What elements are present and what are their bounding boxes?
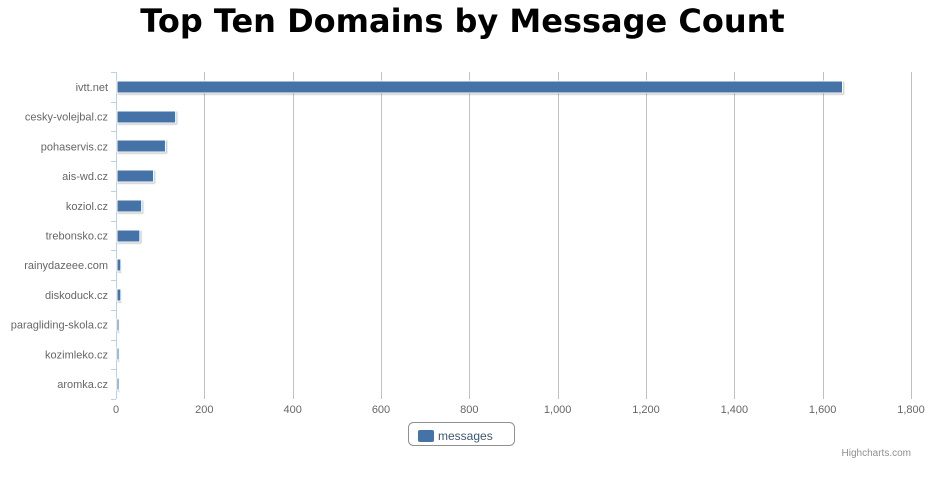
credits-link[interactable]: Highcharts.com [842,448,911,459]
category-axis: ivtt.net cesky-volejbal.cz pohaservis.cz ai… [11,72,117,400]
value-axis: 0 200 400 600 800 1,000 1,200 1,400 1,600 1,800 [113,404,925,416]
category-label: rainydazeee.com [24,260,108,272]
chart-title: Top Ten Domains by Message Count [140,2,785,40]
category-label: ivtt.net [76,82,108,94]
bar-cesky-volejbal.cz[interactable] [116,110,177,124]
bar-ivtt.net[interactable] [116,80,844,94]
value-tick-label: 1,400 [721,404,749,416]
bar-paragliding-skola.cz[interactable] [116,318,120,332]
legend-label-messages[interactable]: messages [438,429,493,443]
value-tick-label: 0 [113,404,119,416]
category-label: trebonsko.cz [46,231,108,243]
category-label: pohaservis.cz [41,141,108,153]
category-label: koziol.cz [66,201,108,213]
legend[interactable]: messages [408,422,515,446]
category-label: aromka.cz [57,379,108,391]
category-label: diskoduck.cz [45,290,108,302]
bar-series [116,80,844,391]
bar-diskoduck.cz[interactable] [116,288,122,302]
value-tick-label: 400 [283,404,301,416]
value-tick-label: 1,800 [897,404,925,416]
category-label: paragliding-skola.cz [11,320,108,332]
bar-trebonsko.cz[interactable] [116,229,141,243]
bar-rainydazeee.com[interactable] [116,258,122,272]
bar-koziol.cz[interactable] [116,199,143,213]
value-tick-label: 600 [372,404,390,416]
category-label: cesky-volejbal.cz [25,112,108,124]
legend-swatch-messages [418,430,434,442]
value-tick-label: 200 [195,404,213,416]
value-tick-label: 1,200 [632,404,660,416]
value-tick-label: 1,600 [809,404,837,416]
value-tick-label: 1,000 [544,404,572,416]
category-label: kozimleko.cz [45,349,108,361]
bar-kozimleko.cz[interactable] [116,347,120,361]
bar-ais-wd.cz[interactable] [116,169,155,183]
category-label: ais-wd.cz [62,171,108,183]
gridlines [204,72,912,399]
bar-aromka.cz[interactable] [116,377,120,391]
value-tick-label: 800 [460,404,478,416]
bar-pohaservis.cz[interactable] [116,139,166,153]
legend-box [408,422,515,446]
